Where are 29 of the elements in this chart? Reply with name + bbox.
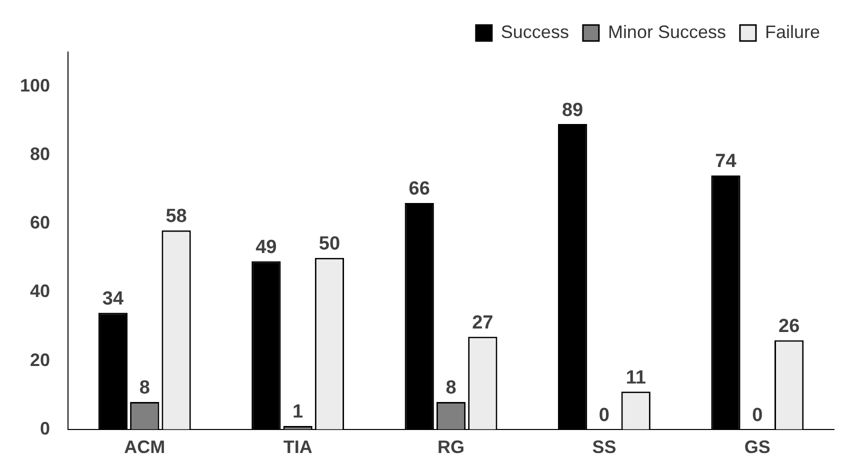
y-tick-label: 20 — [30, 350, 50, 370]
data-label: 49 — [256, 237, 277, 258]
data-label: 1 — [292, 402, 304, 423]
x-tick-label: GS — [744, 437, 770, 458]
data-label: 8 — [446, 378, 456, 399]
data-label: 26 — [778, 316, 800, 337]
data-label: 8 — [139, 378, 150, 399]
x-tick-label: TIA — [283, 437, 312, 458]
data-label: 34 — [102, 288, 124, 310]
data-label: 58 — [166, 206, 187, 228]
data-label: 11 — [626, 367, 646, 388]
data-label: 27 — [472, 312, 494, 334]
data-label: 89 — [562, 100, 584, 121]
x-tick-label: RG — [438, 437, 465, 458]
y-tick-label: 40 — [30, 281, 50, 302]
data-label: 74 — [715, 151, 737, 172]
y-tick-label: 60 — [30, 212, 50, 233]
data-label: 0 — [752, 405, 763, 426]
y-tick-label: 80 — [30, 144, 50, 164]
y-tick-label: 0 — [40, 418, 50, 438]
data-label: 50 — [318, 234, 340, 255]
data-label: 66 — [408, 178, 430, 200]
data-label: 0 — [598, 405, 610, 426]
legend-label: Minor Success — [608, 22, 726, 42]
y-tick-label: 100 — [20, 75, 50, 96]
legend-label: Success — [500, 22, 569, 42]
x-tick-label: ACM — [124, 437, 166, 458]
legend-label: Failure — [764, 22, 820, 42]
x-tick-label: SS — [592, 437, 616, 458]
